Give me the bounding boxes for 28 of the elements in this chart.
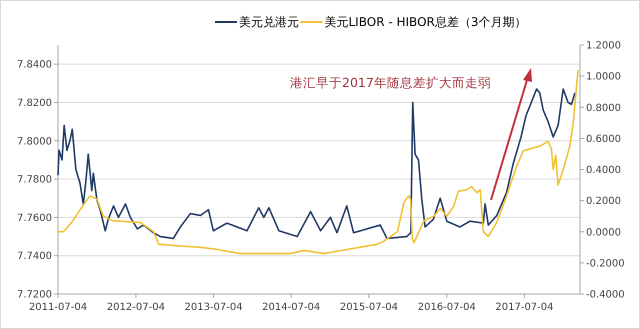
y-tick-label: 7.7600 (17, 212, 52, 224)
y2-tick-label: 0.4000 (586, 165, 621, 176)
y2-tick-label: 0.2000 (586, 196, 621, 208)
x-tick-label: 2013-07-04 (184, 302, 243, 313)
x-tick-label: 2016-07-04 (418, 302, 476, 313)
annotation: 港汇早于2017年随息差扩大而走弱 (290, 75, 491, 90)
x-tick-label: 2012-07-04 (106, 302, 165, 313)
x-tick-label: 2011-07-04 (28, 302, 88, 313)
y-tick-label: 7.8200 (17, 98, 52, 109)
line-series (57, 69, 579, 254)
x-tick-label: 2014-07-04 (262, 302, 320, 313)
y2-tick-label: 1.2000 (586, 40, 621, 52)
x-tick-label: 2017-07-04 (495, 302, 554, 313)
y-tick-label: 7.8000 (17, 136, 52, 148)
y2-tick-label: -0.4000 (586, 290, 625, 300)
y2-tick-label: -0.2000 (586, 258, 625, 270)
y-tick-label: 7.7200 (17, 290, 52, 300)
y-tick-label: 7.7400 (17, 251, 52, 262)
x-tick-label: 2015-07-04 (340, 302, 398, 313)
y-tick-label: 7.7800 (17, 174, 52, 186)
legend-label: 美元LIBOR - HIBOR息差（3个月期） (324, 15, 526, 30)
y2-tick-label: 1.0000 (586, 72, 621, 83)
y2-tick-label: 0.6000 (586, 134, 621, 145)
legend-label: 美元兑港元 (239, 15, 299, 30)
y-tick-label: 7.8400 (17, 60, 52, 71)
y2-tick-label: 0.8000 (586, 102, 621, 114)
y2-tick-label: 0.0000 (586, 227, 621, 238)
line-series (57, 88, 576, 240)
